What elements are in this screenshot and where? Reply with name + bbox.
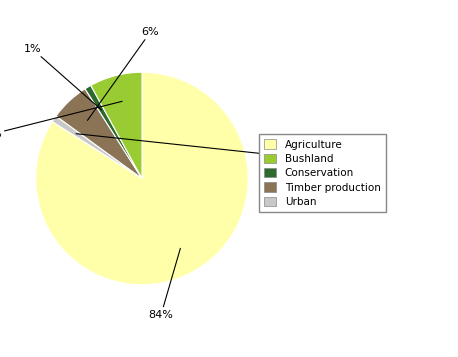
Text: 1%: 1% xyxy=(76,134,285,160)
Legend: Agriculture, Bushland, Conservation, Timber production, Urban: Agriculture, Bushland, Conservation, Tim… xyxy=(259,134,386,212)
Wedge shape xyxy=(85,85,142,178)
Text: 1%: 1% xyxy=(23,44,101,110)
Wedge shape xyxy=(36,72,248,285)
Text: 6%: 6% xyxy=(87,27,159,120)
Text: 8%: 8% xyxy=(0,101,122,139)
Wedge shape xyxy=(56,89,142,178)
Wedge shape xyxy=(52,116,142,178)
Text: 84%: 84% xyxy=(149,248,180,320)
Wedge shape xyxy=(91,72,142,178)
